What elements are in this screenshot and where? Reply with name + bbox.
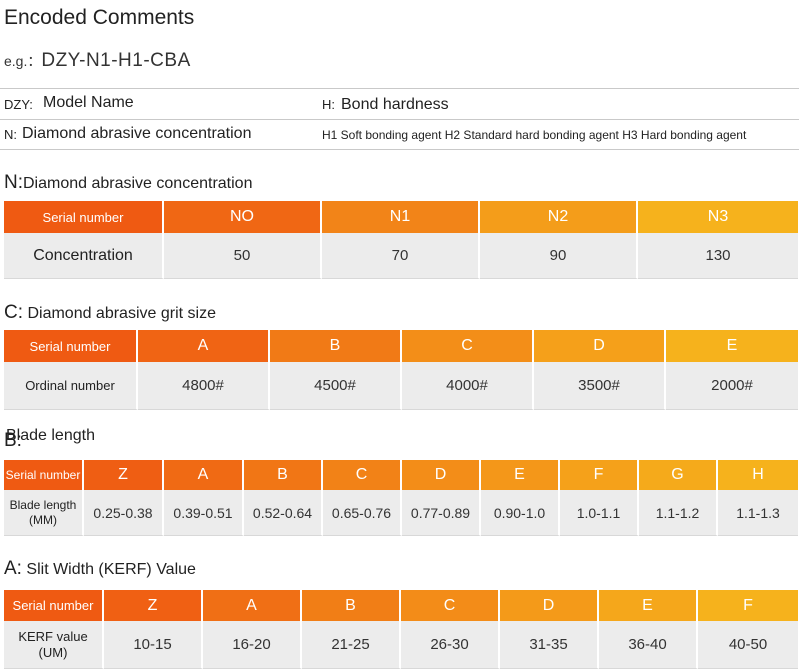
example-code: DZY-N1-H1-CBA (41, 50, 191, 71)
table-header-row: Serial number Z A B C D E F G H (4, 460, 798, 490)
table-cell: 21-25 (302, 621, 401, 669)
section-concentration-title: N:Diamond abrasive concentration (4, 172, 252, 194)
row-label: Blade length (MM) (4, 490, 84, 536)
blade-table: Serial number Z A B C D E F G H Blade le… (4, 460, 798, 536)
table-cell: 0.65-0.76 (323, 490, 402, 536)
legend-dzy-key: DZY: (4, 97, 33, 112)
table-header-row: Serial number NO N1 N2 N3 (4, 201, 798, 233)
table-cell: 0.77-0.89 (402, 490, 481, 536)
table-cell: 70 (322, 233, 480, 279)
section-key: N: (4, 172, 23, 193)
legend-row-2: N: Diamond abrasive concentration H1 Sof… (0, 119, 799, 150)
table-cell: 4800# (138, 362, 270, 410)
row-label-line: (UM) (38, 644, 68, 660)
section-label: Blade length (6, 427, 95, 444)
column-header: B (270, 330, 402, 362)
table-cell: 3500# (534, 362, 666, 410)
section-key: B: (4, 430, 22, 451)
table-row: Blade length (MM) 0.25-0.38 0.39-0.51 0.… (4, 490, 798, 536)
section-grit-title: C: Diamond abrasive grit size (4, 302, 216, 324)
example-prefix: e.g.： (4, 53, 42, 69)
kerf-table: Serial number Z A B C D E F KERF value (… (4, 590, 798, 669)
legend-n-value: Diamond abrasive concentration (22, 125, 252, 142)
table-cell: 0.39-0.51 (164, 490, 244, 536)
column-header: Z (84, 460, 164, 490)
table-cell: 40-50 (698, 621, 798, 669)
table-cell: 36-40 (599, 621, 698, 669)
table-cell: 4000# (402, 362, 534, 410)
table-header-row: Serial number A B C D E (4, 330, 798, 362)
legend-h-value: Bond hardness (341, 96, 449, 113)
table-cell: 1.1-1.2 (639, 490, 718, 536)
column-header: A (203, 590, 302, 621)
legend-n-key: N: (4, 127, 17, 142)
page-title: Encoded Comments (4, 6, 195, 29)
section-kerf-title: A: Slit Width (KERF) Value (4, 558, 196, 580)
row-label: KERF value (UM) (4, 621, 104, 669)
table-row: Ordinal number 4800# 4500# 4000# 3500# 2… (4, 362, 798, 410)
table-header-row: Serial number Z A B C D E F (4, 590, 798, 621)
column-header: E (666, 330, 798, 362)
column-header: D (500, 590, 599, 621)
column-header: D (534, 330, 666, 362)
row-label-line: KERF value (18, 628, 88, 644)
column-header: E (599, 590, 698, 621)
legend-row-1: DZY: Model Name H: Bond hardness (0, 88, 799, 120)
column-header: Z (104, 590, 203, 621)
header-label: Serial number (4, 460, 84, 490)
column-header: F (560, 460, 639, 490)
table-cell: 0.90-1.0 (481, 490, 560, 536)
table-cell: 1.0-1.1 (560, 490, 639, 536)
table-cell: 0.25-0.38 (84, 490, 164, 536)
legend-h-detail: H1 Soft bonding agent H2 Standard hard b… (322, 128, 747, 142)
table-cell: 90 (480, 233, 638, 279)
section-label: Diamond abrasive concentration (23, 175, 253, 192)
section-blade-title: B: Blade length (4, 427, 95, 451)
row-label: Ordinal number (4, 362, 138, 410)
column-header: G (639, 460, 718, 490)
table-cell: 4500# (270, 362, 402, 410)
grit-table: Serial number A B C D E Ordinal number 4… (4, 330, 798, 410)
section-key: A: (4, 558, 22, 579)
concentration-table: Serial number NO N1 N2 N3 Concentration … (4, 201, 798, 279)
column-header: E (481, 460, 560, 490)
row-label-line: Blade length (9, 497, 77, 512)
column-header: N3 (638, 201, 798, 233)
column-header: A (138, 330, 270, 362)
column-header: C (323, 460, 402, 490)
header-label: Serial number (4, 201, 164, 233)
column-header: N2 (480, 201, 638, 233)
column-header: A (164, 460, 244, 490)
table-cell: 130 (638, 233, 798, 279)
section-key: C: (4, 302, 23, 323)
column-header: B (302, 590, 401, 621)
column-header: D (402, 460, 481, 490)
column-header: NO (164, 201, 322, 233)
table-row: KERF value (UM) 10-15 16-20 21-25 26-30 … (4, 621, 798, 669)
column-header: H (718, 460, 798, 490)
table-cell: 2000# (666, 362, 798, 410)
table-cell: 1.1-1.3 (718, 490, 798, 536)
column-header: C (402, 330, 534, 362)
table-cell: 50 (164, 233, 322, 279)
table-cell: 26-30 (401, 621, 500, 669)
column-header: F (698, 590, 798, 621)
column-header: B (244, 460, 323, 490)
table-row: Concentration 50 70 90 130 (4, 233, 798, 279)
section-label: Slit Width (KERF) Value (26, 561, 196, 578)
column-header: C (401, 590, 500, 621)
column-header: N1 (322, 201, 480, 233)
section-label: Diamond abrasive grit size (27, 305, 216, 322)
table-cell: 16-20 (203, 621, 302, 669)
legend-h-key: H: (322, 97, 335, 112)
table-cell: 0.52-0.64 (244, 490, 323, 536)
header-label: Serial number (4, 590, 104, 621)
row-label: Concentration (4, 233, 164, 279)
table-cell: 31-35 (500, 621, 599, 669)
row-label-line: (MM) (29, 512, 57, 527)
header-label: Serial number (4, 330, 138, 362)
table-cell: 10-15 (104, 621, 203, 669)
example-line: e.g.：DZY-N1-H1-CBA (4, 50, 191, 72)
legend-dzy-value: Model Name (43, 94, 134, 111)
